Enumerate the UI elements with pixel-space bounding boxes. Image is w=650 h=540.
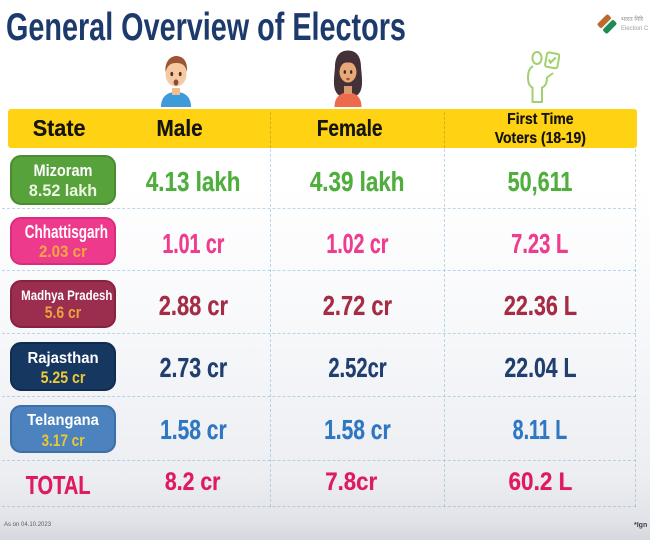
svg-text:भारत निरि: भारत निरि	[621, 15, 644, 23]
svg-text:Election C: Election C	[621, 26, 649, 32]
